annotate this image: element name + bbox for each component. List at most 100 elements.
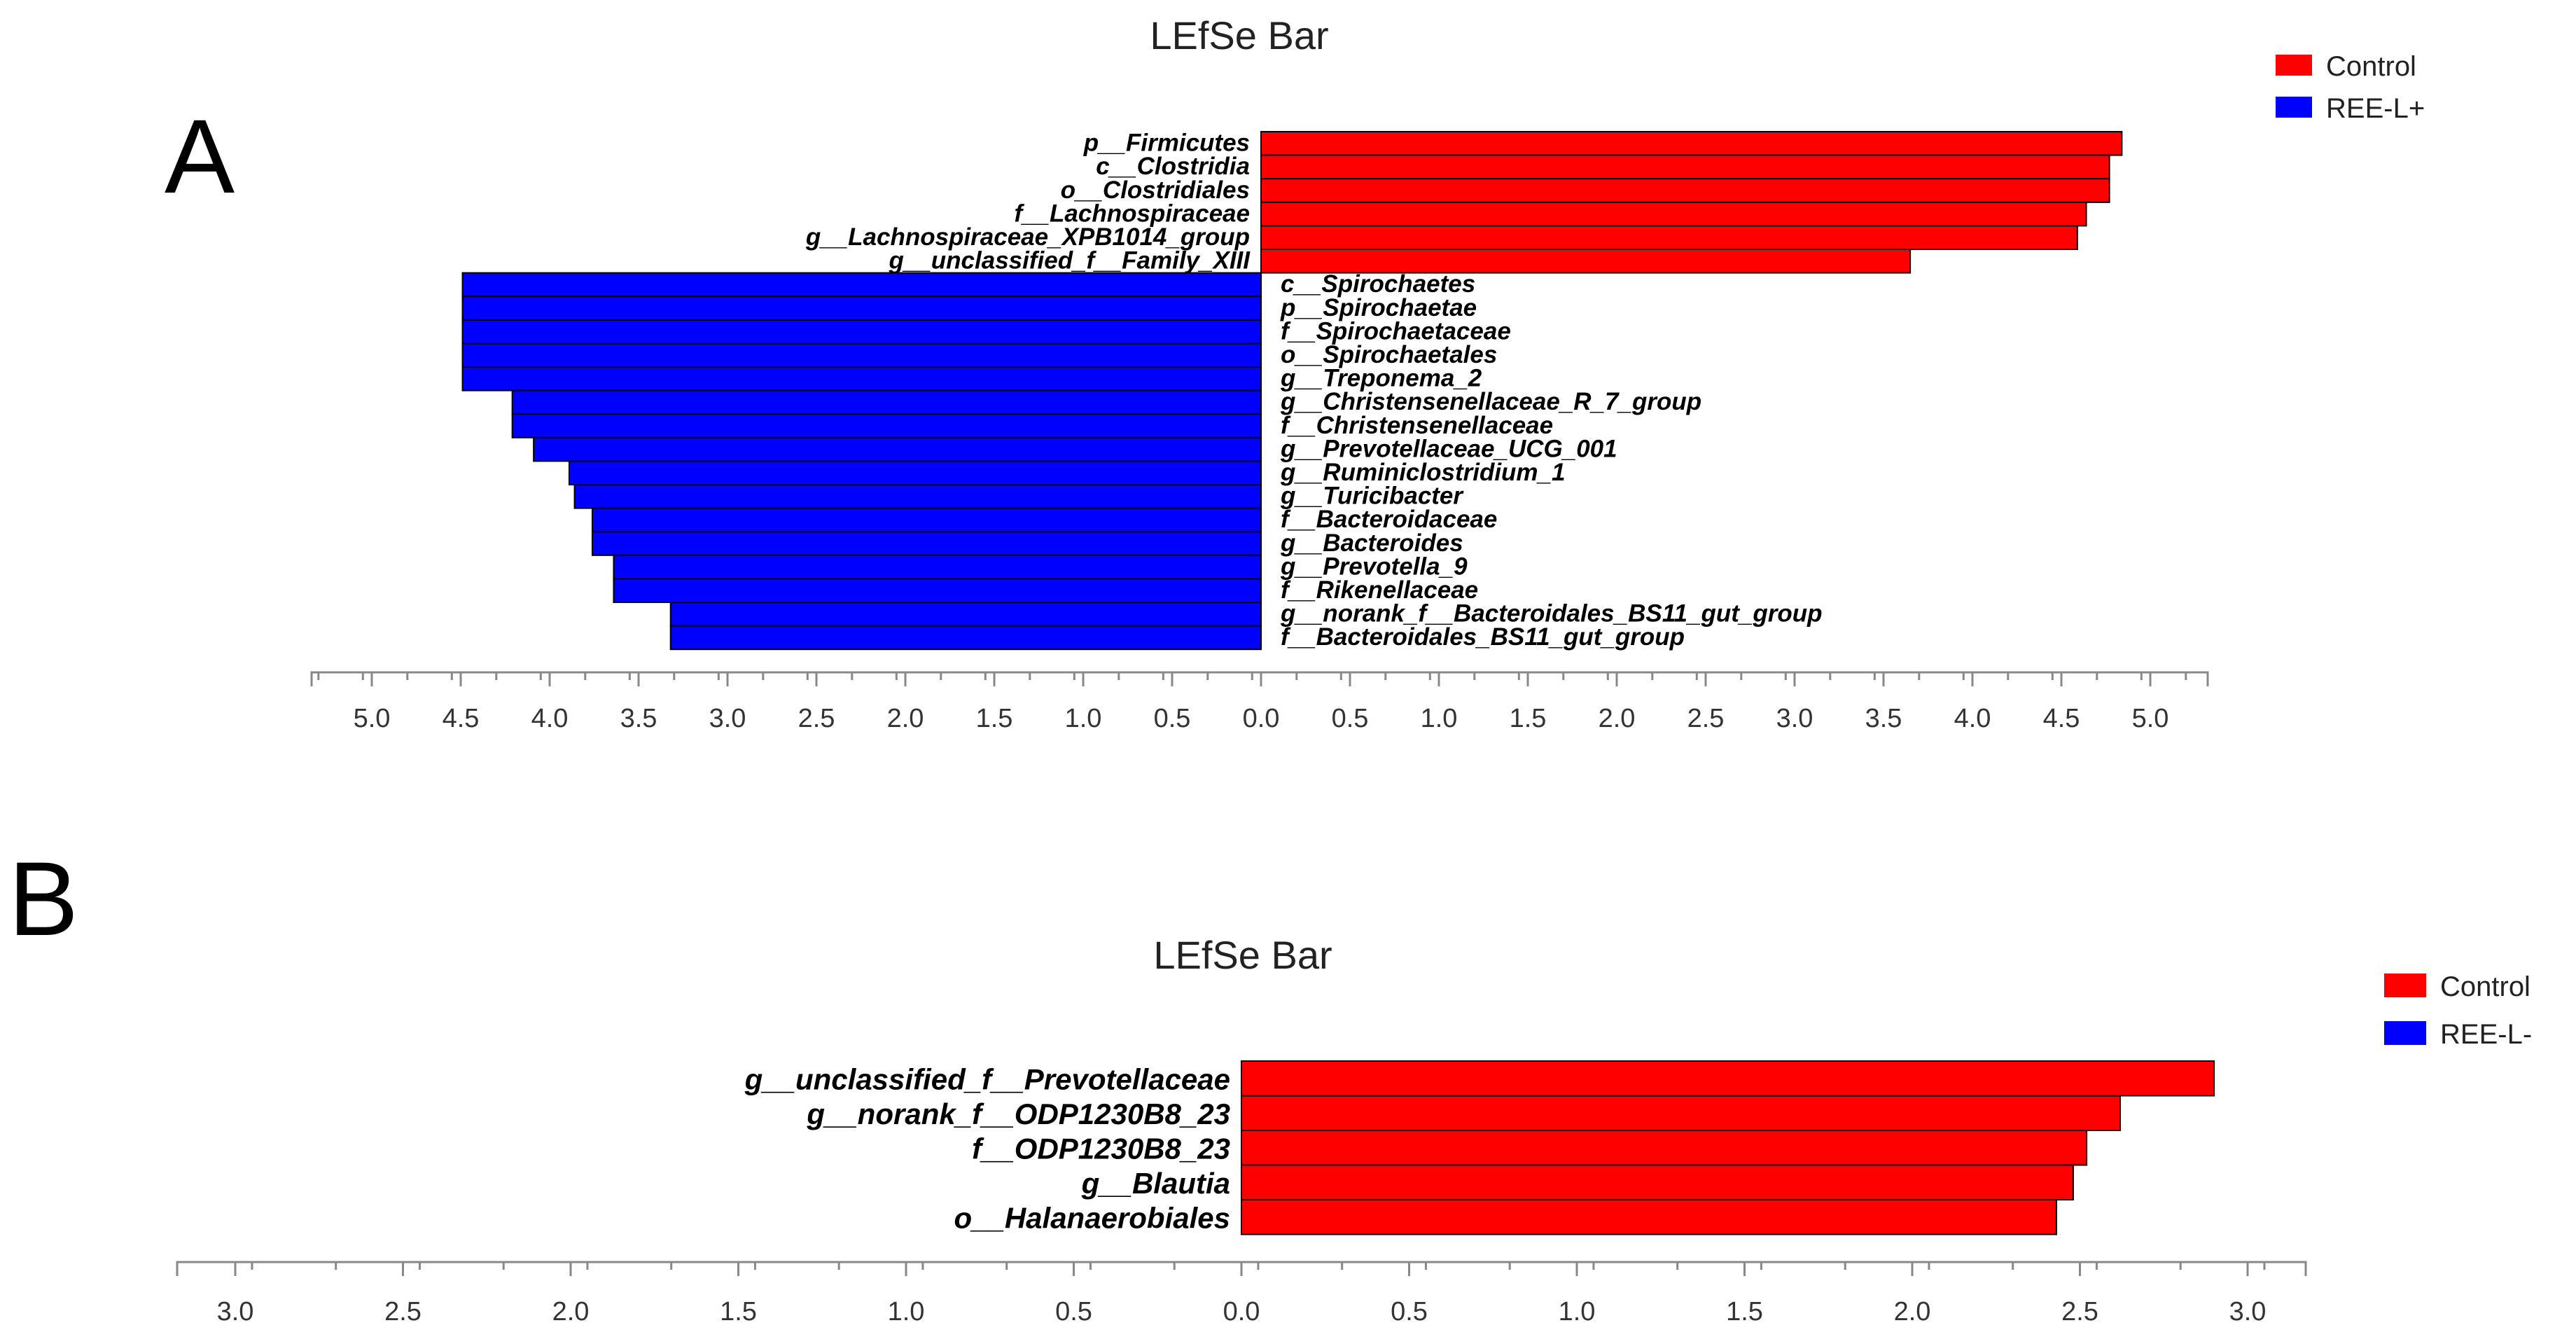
x-tick-label: 1.5 xyxy=(720,1297,757,1326)
panel-b-bar-labels: g__unclassified_f__Prevotellaceaeg__nora… xyxy=(744,1063,1230,1235)
x-tick-label: 1.0 xyxy=(888,1297,925,1326)
x-axis-line xyxy=(310,671,2209,686)
bar-label: g__Treponema_2 xyxy=(1280,365,1482,392)
x-tick-label: 1.5 xyxy=(1726,1297,1763,1326)
bar-label: f__Bacteroidaceae xyxy=(1281,506,1497,533)
bar-label: f__Spirochaetaceae xyxy=(1281,317,1511,345)
x-tick-label: 3.0 xyxy=(1776,704,1813,733)
x-tick-label: 2.0 xyxy=(887,704,924,733)
x-tick-label: 2.5 xyxy=(798,704,835,733)
bar-label: f__Lachnospiraceae xyxy=(1014,200,1250,227)
bar-o-clostridiales xyxy=(1260,178,2110,203)
bar-g-norank-f-odp1230b8-23 xyxy=(1241,1095,2121,1131)
bar-f-bacteroidales-bs11-gut-group xyxy=(669,625,1262,651)
x-tick-label: 3.5 xyxy=(1865,704,1902,733)
bar-label: o__Clostridiales xyxy=(1061,176,1250,204)
panel-a-letter: A xyxy=(165,97,235,215)
x-tick-label: 0.0 xyxy=(1243,704,1280,733)
legend-swatch-ree-l-plus xyxy=(2276,97,2312,118)
bar-label: g__unclassified_f__Family_XIII xyxy=(888,247,1251,275)
x-tick-label: 0.5 xyxy=(1055,1297,1092,1326)
x-tick-label: 1.5 xyxy=(976,704,1013,733)
bar-label: g__Ruminiclostridium_1 xyxy=(1280,459,1565,486)
bar-g-unclassified-f-family-xiii xyxy=(1260,249,1912,274)
bar-label: c__Clostridia xyxy=(1096,153,1250,180)
bar-f-bacteroidaceae xyxy=(591,507,1262,533)
bar-label: o__Spirochaetales xyxy=(1281,341,1497,368)
x-tick-label: 5.0 xyxy=(354,704,391,733)
bar-g-unclassified-f-prevotellaceae xyxy=(1241,1060,2215,1097)
x-tick-label: 3.0 xyxy=(2229,1297,2267,1326)
bar-label: g__norank_f__ODP1230B8_23 xyxy=(806,1097,1230,1130)
panel-b-x-axis: 3.0 2.5 2.0 1.5 1.0 0.5 0.0 0.5 1.0 1.5 2.0 2.5 3.0 xyxy=(176,1261,2307,1326)
bar-g-prevotellaceae-ucg-001 xyxy=(533,436,1262,462)
x-tick-label: 0.5 xyxy=(1391,1297,1428,1326)
x-tick-label: 2.5 xyxy=(2061,1297,2098,1326)
x-tick-label: 2.0 xyxy=(1894,1297,1931,1326)
bar-label: f__Christensenellaceae xyxy=(1281,412,1553,439)
bar-label: g__Turicibacter xyxy=(1280,483,1464,510)
panel-a-legend: Control REE-L+ xyxy=(2276,51,2425,124)
bar-label: g__Prevotellaceae_UCG_001 xyxy=(1280,435,1617,462)
legend-swatch-control xyxy=(2384,974,2426,997)
bar-o-spirochaetales xyxy=(461,342,1262,368)
bar-f-spirochaetaceae xyxy=(461,319,1262,345)
bar-label: p__Firmicutes xyxy=(1083,130,1250,157)
legend-label-control: Control xyxy=(2440,971,2530,1002)
x-tick-label: 3.0 xyxy=(709,704,746,733)
bar-p-firmicutes xyxy=(1260,131,2123,156)
bar-label: g__unclassified_f__Prevotellaceae xyxy=(744,1063,1230,1096)
bar-label: g__Bacteroides xyxy=(1280,529,1463,557)
bar-f-christensenellaceae xyxy=(511,413,1262,438)
x-tick-label: 0.5 xyxy=(1332,704,1369,733)
x-tick-label: 4.0 xyxy=(531,704,569,733)
legend-label-ree-l-plus: REE-L+ xyxy=(2326,93,2425,124)
panel-a-bar-labels: p__Firmicutesc__Clostridiao__Clostridial… xyxy=(805,130,1823,651)
bar-label: f__Bacteroidales_BS11_gut_group xyxy=(1281,623,1685,651)
bar-g-turicibacter xyxy=(573,484,1262,509)
bar-g-christensenellaceae-r-7-group xyxy=(511,389,1262,415)
bar-c-clostridia xyxy=(1260,154,2110,180)
bar-label: g__Blautia xyxy=(1081,1167,1230,1200)
panel-b-title: LEfSe Bar xyxy=(1153,933,1332,977)
x-tick-label: 4.5 xyxy=(443,704,480,733)
x-tick-label: 1.5 xyxy=(1510,704,1547,733)
x-tick-label: 2.5 xyxy=(1687,704,1725,733)
x-tick-label: 3.5 xyxy=(620,704,657,733)
bar-g-norank-f-bacteroidales-bs11-gut-group xyxy=(669,602,1262,627)
bar-f-odp1230b8-23 xyxy=(1241,1130,2088,1166)
bar-o-halanaerobiales xyxy=(1241,1199,2057,1235)
bar-label: o__Halanaerobiales xyxy=(954,1202,1230,1235)
legend-label-control: Control xyxy=(2326,51,2416,82)
bar-label: g__Christensenellaceae_R_7_group xyxy=(1280,388,1701,415)
bar-g-lachnospiraceae-xpb1014-group xyxy=(1260,225,2078,250)
bar-g-blautia xyxy=(1241,1164,2074,1200)
bar-label: g__norank_f__Bacteroidales_BS11_gut_grou… xyxy=(1280,600,1823,628)
bar-g-ruminiclostridium-1 xyxy=(568,460,1262,486)
x-tick-label: 1.0 xyxy=(1559,1297,1596,1326)
bar-label: g__Prevotella_9 xyxy=(1280,553,1468,580)
x-tick-label: 4.5 xyxy=(2043,704,2080,733)
panel-b: B LEfSe Bar Control REE-L- g__unclassifi… xyxy=(8,840,2532,1326)
panel-b-legend: Control REE-L- xyxy=(2384,971,2532,1050)
x-tick-label: 0.0 xyxy=(1223,1297,1260,1326)
panel-a: LEfSe Bar A Control REE-L+ p__Firmicutes… xyxy=(165,13,2425,733)
legend-label-ree-l-minus: REE-L- xyxy=(2440,1019,2532,1050)
panel-b-bars xyxy=(1241,1060,2215,1235)
bar-g-treponema-2 xyxy=(461,366,1262,392)
bar-f-lachnospiraceae xyxy=(1260,201,2087,227)
legend-swatch-control xyxy=(2276,55,2312,76)
x-tick-label: 5.0 xyxy=(2132,704,2169,733)
bar-label: f__Rikenellaceae xyxy=(1281,576,1478,604)
bar-p-spirochaetae xyxy=(461,296,1262,321)
bar-label: g__Lachnospiraceae_XPB1014_group xyxy=(805,223,1250,251)
x-tick-label: 2.0 xyxy=(552,1297,590,1326)
x-tick-label: 2.0 xyxy=(1599,704,1636,733)
x-tick-label: 0.5 xyxy=(1154,704,1191,733)
x-tick-label: 4.0 xyxy=(1954,704,1991,733)
x-tick-label: 3.0 xyxy=(217,1297,254,1326)
bar-c-spirochaetes xyxy=(461,272,1262,298)
panel-a-x-axis: 5.0 4.5 4.0 3.5 3.0 2.5 2.0 1.5 1.0 0.5 0.0 0.5 1.0 1… xyxy=(310,671,2209,733)
panel-a-title: LEfSe Bar xyxy=(1150,13,1328,57)
